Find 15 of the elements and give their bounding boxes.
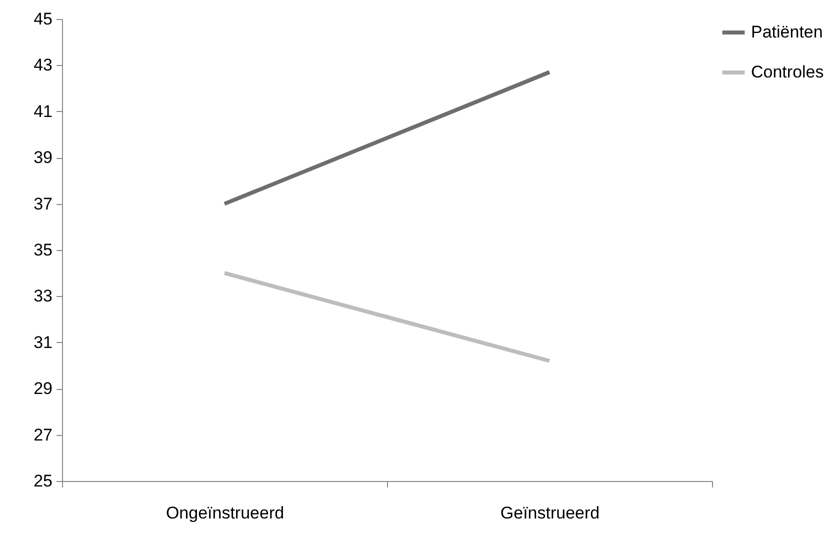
y-tick-label: 45 — [34, 10, 52, 28]
y-tick-label: 33 — [34, 286, 52, 306]
legend-label: Controles — [751, 62, 824, 82]
y-tick-label: 27 — [34, 425, 52, 444]
y-tick-label: 25 — [34, 472, 52, 490]
y-tick-label: 37 — [34, 194, 52, 214]
x-tick-label: Ongeïnstrueerd — [166, 504, 284, 522]
y-tick-label: 29 — [34, 379, 52, 398]
y-tick-label: 39 — [34, 148, 52, 168]
y-tick-label: 31 — [34, 332, 52, 352]
legend-label: Patiënten — [751, 22, 823, 42]
y-tick-label: 35 — [34, 240, 52, 260]
y-tick-label: 41 — [34, 102, 52, 121]
y-tick-label: 43 — [34, 56, 52, 75]
x-tick-label: Geïnstrueerd — [500, 504, 600, 522]
